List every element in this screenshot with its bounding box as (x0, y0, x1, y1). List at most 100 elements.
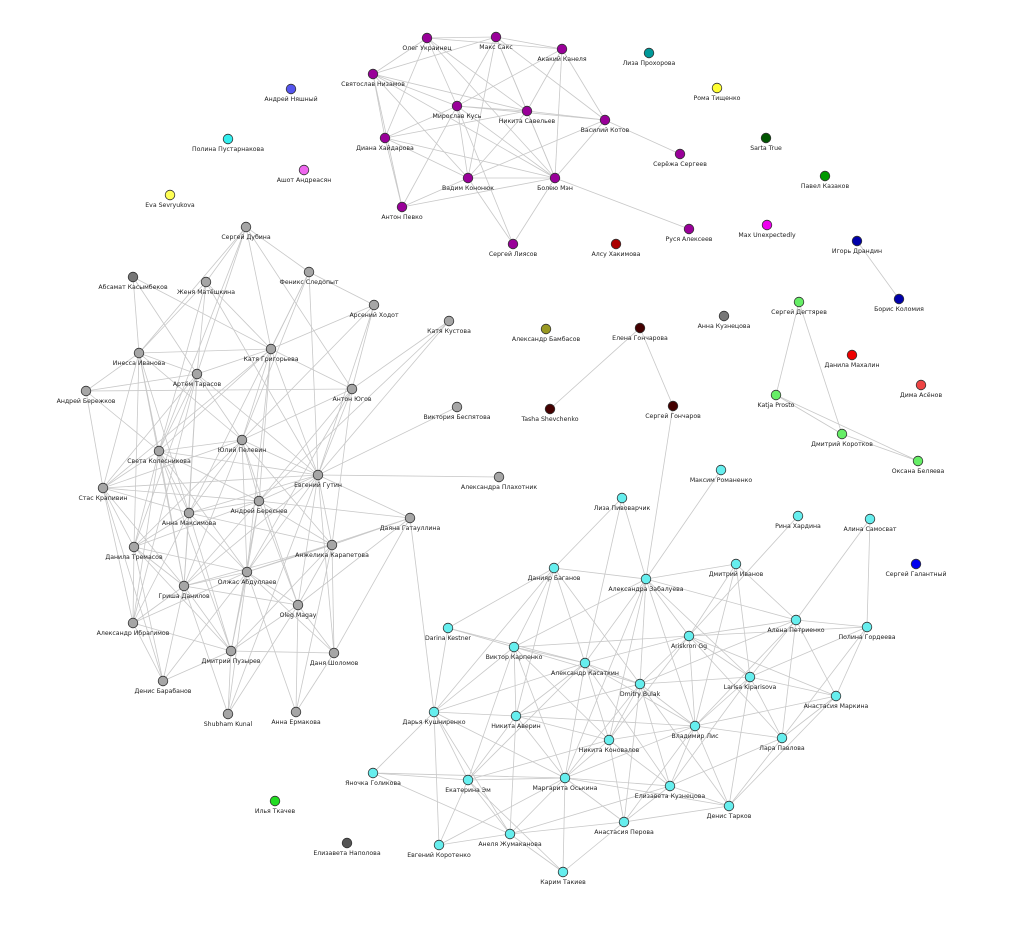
node-circle[interactable] (507, 238, 519, 250)
node-circle[interactable] (851, 235, 863, 247)
node-circle[interactable] (493, 471, 505, 483)
node-circle[interactable] (711, 82, 723, 94)
node-circle[interactable] (521, 105, 533, 117)
node-circle[interactable] (667, 400, 679, 412)
node-aleksandra_p[interactable]: Александра Плахотник (461, 471, 537, 491)
node-circle[interactable] (241, 566, 253, 578)
node-roma[interactable]: Рома Тищенко (694, 82, 741, 102)
node-lara[interactable]: Лара Павлова (759, 732, 805, 752)
node-circle[interactable] (367, 767, 379, 779)
node-circle[interactable] (915, 379, 927, 391)
node-circle[interactable] (404, 512, 416, 524)
node-dmitry_i[interactable]: Дмитрий Иванов (709, 558, 764, 578)
node-circle[interactable] (790, 614, 802, 626)
node-nikita_a[interactable]: Никита Аверин (491, 710, 541, 730)
node-circle[interactable] (379, 132, 391, 144)
node-dmitry_p[interactable]: Дмитрий Пузырев (202, 645, 261, 665)
node-sergey_dg[interactable]: Сергей Дегтярев (771, 296, 827, 316)
node-alena_p[interactable]: Алена Петриенко (767, 614, 825, 634)
node-aleksandra_z[interactable]: Александра Забалуева (608, 573, 684, 593)
node-larisa[interactable]: Larisa Kiparisova (724, 671, 777, 691)
node-circle[interactable] (341, 837, 353, 849)
node-pavel[interactable]: Павел Казаков (801, 170, 850, 190)
node-circle[interactable] (269, 795, 281, 807)
node-circle[interactable] (674, 148, 686, 160)
node-andrey_be[interactable]: Андрей Береснев (231, 495, 288, 515)
node-circle[interactable] (236, 434, 248, 446)
node-vladimir[interactable]: Владимир Лис (672, 720, 720, 740)
node-anna_m[interactable]: Анна Максимова (162, 507, 216, 527)
node-dmitry_b[interactable]: Dmitry Bulak (620, 678, 661, 698)
node-sergey_gal[interactable]: Сергей Галантный (885, 558, 947, 578)
node-circle[interactable] (776, 732, 788, 744)
node-circle[interactable] (683, 630, 695, 642)
node-anastasiya_m[interactable]: Анастасия Маркина (804, 690, 869, 710)
node-circle[interactable] (290, 706, 302, 718)
node-circle[interactable] (559, 772, 571, 784)
node-nikita_s[interactable]: Никита Савельев (499, 105, 556, 125)
node-katya_k[interactable]: Катя Кустова (427, 315, 471, 335)
node-circle[interactable] (490, 31, 502, 43)
node-dayana[interactable]: Даяна Гатауллина (380, 512, 441, 532)
node-circle[interactable] (634, 322, 646, 334)
node-circle[interactable] (285, 83, 297, 95)
node-circle[interactable] (689, 720, 701, 732)
node-circle[interactable] (770, 389, 782, 401)
node-circle[interactable] (346, 383, 358, 395)
node-akaky[interactable]: Акакий Канеля (537, 43, 587, 63)
node-ilya[interactable]: Илья Ткачев (255, 795, 296, 815)
node-circle[interactable] (153, 445, 165, 457)
node-circle[interactable] (683, 223, 695, 235)
node-circle[interactable] (183, 507, 195, 519)
node-yanochka[interactable]: Яночка Голикова (345, 767, 401, 787)
node-dmitry_k[interactable]: Дмитрий Коротков (811, 428, 873, 448)
node-circle[interactable] (128, 541, 140, 553)
node-maksim_r[interactable]: Максим Романенко (690, 464, 753, 484)
node-aleksandr_b[interactable]: Александр Бамбасов (512, 323, 581, 343)
node-circle[interactable] (557, 866, 569, 878)
node-aneliya[interactable]: Анеля Жумаканова (478, 828, 542, 848)
node-boleyu[interactable]: Болею Мэн (537, 172, 573, 192)
node-aleksandr_k[interactable]: Александр Касаткин (551, 657, 619, 677)
node-darina[interactable]: Darina Kestner (425, 622, 471, 642)
node-circle[interactable] (303, 266, 315, 278)
node-evgeny_g[interactable]: Евгений Гутин (294, 469, 342, 489)
node-polina_p[interactable]: Полина Пустарнакова (192, 133, 264, 153)
node-circle[interactable] (127, 271, 139, 283)
node-circle[interactable] (225, 645, 237, 657)
node-yuly[interactable]: Юлий Пелевин (218, 434, 267, 454)
node-stas[interactable]: Стас Крапивин (79, 482, 128, 502)
node-inessa[interactable]: Инесса Иванова (113, 347, 166, 367)
node-circle[interactable] (443, 315, 455, 327)
node-katya_g[interactable]: Катя Григорьева (243, 343, 299, 363)
node-circle[interactable] (510, 710, 522, 722)
node-ariskron[interactable]: Ariskron Gg (671, 630, 707, 650)
node-danil_b[interactable]: Данияр Баганов (528, 562, 581, 582)
node-circle[interactable] (97, 482, 109, 494)
node-rusya[interactable]: Руся Алексеев (666, 223, 713, 243)
node-circle[interactable] (178, 580, 190, 592)
node-circle[interactable] (326, 539, 338, 551)
node-liza_piv[interactable]: Лиза Пивоварчик (594, 492, 651, 512)
node-eva[interactable]: Eva Sevryukova (145, 189, 195, 209)
node-circle[interactable] (730, 558, 742, 570)
node-viktoriya[interactable]: Виктория Беспятова (423, 401, 491, 421)
node-circle[interactable] (508, 641, 520, 653)
node-circle[interactable] (164, 189, 176, 201)
node-circle[interactable] (792, 510, 804, 522)
node-circle[interactable] (846, 349, 858, 361)
node-circle[interactable] (462, 774, 474, 786)
node-feniks[interactable]: Феникс Следопыт (280, 266, 339, 286)
node-tasha[interactable]: Tasha Shevchenko (521, 403, 579, 423)
node-margarita[interactable]: Маргарита Оськина (533, 772, 598, 792)
node-circle[interactable] (793, 296, 805, 308)
node-circle[interactable] (504, 828, 516, 840)
node-circle[interactable] (298, 164, 310, 176)
node-circle[interactable] (664, 780, 676, 792)
node-grisha[interactable]: Гриша Данилов (158, 580, 210, 600)
node-circle[interactable] (462, 172, 474, 184)
node-circle[interactable] (451, 100, 463, 112)
node-circle[interactable] (634, 678, 646, 690)
node-circle[interactable] (127, 617, 139, 629)
node-artyom[interactable]: Артём Тарасов (173, 368, 222, 388)
